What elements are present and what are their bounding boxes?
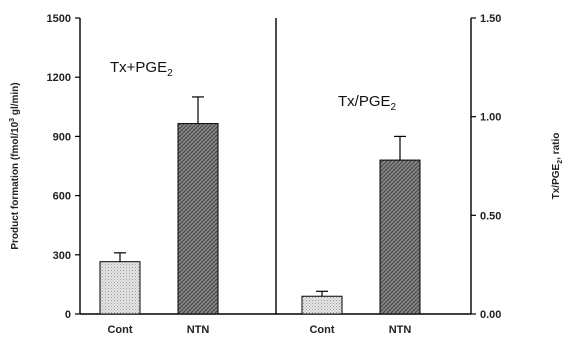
right-panel: 0.00 0.50 1.00 1.50 Cont NTN Tx/PGE2 Tx/PGE2… bbox=[276, 13, 564, 336]
left-y-ticks: 0 300 600 900 1200 1500 bbox=[47, 13, 80, 321]
left-category-label: NTN bbox=[187, 324, 210, 336]
right-panel-title-subscript: 2 bbox=[391, 102, 397, 113]
right-y-ticks: 0.00 0.50 1.00 1.50 bbox=[471, 13, 501, 321]
right-y-tick-label: 1.00 bbox=[480, 112, 501, 124]
right-y-axis-label-subscript: 2 bbox=[557, 160, 564, 164]
left-panel: 0 300 600 900 1200 1500 Cont NTN Tx+PGE2 Produ… bbox=[9, 13, 276, 336]
left-y-axis-label-superscript: 3 bbox=[9, 118, 16, 122]
left-y-tick-label: 900 bbox=[53, 131, 71, 143]
right-bar-ntn bbox=[379, 159, 421, 315]
left-bars: Cont NTN bbox=[99, 96, 219, 336]
right-y-tick-label: 1.50 bbox=[480, 13, 501, 25]
left-panel-title: Tx+PGE2 bbox=[110, 59, 173, 79]
left-y-tick-label: 1500 bbox=[47, 13, 71, 25]
left-y-tick-label: 1200 bbox=[47, 72, 71, 84]
left-category-label: Cont bbox=[107, 324, 132, 336]
left-panel-title-subscript: 2 bbox=[167, 68, 173, 79]
left-y-tick-label: 0 bbox=[65, 309, 71, 321]
right-y-tick-label: 0.00 bbox=[480, 309, 501, 321]
left-y-tick-label: 600 bbox=[53, 191, 71, 203]
right-panel-title: Tx/PGE2 bbox=[338, 93, 397, 113]
right-bars: Cont NTN bbox=[301, 135, 421, 336]
right-category-label: Cont bbox=[309, 324, 334, 336]
right-category-label: NTN bbox=[389, 324, 412, 336]
left-y-tick-label: 300 bbox=[53, 250, 71, 262]
right-y-tick-label: 0.50 bbox=[480, 210, 501, 222]
left-y-axis-label: Product formation (fmol/103 gl/min) bbox=[9, 82, 21, 249]
right-y-axis-label: Tx/PGE2, ratio bbox=[551, 133, 564, 200]
right-bar-cont bbox=[301, 295, 343, 315]
left-bar-ntn bbox=[177, 123, 219, 315]
left-bar-cont bbox=[99, 261, 141, 315]
